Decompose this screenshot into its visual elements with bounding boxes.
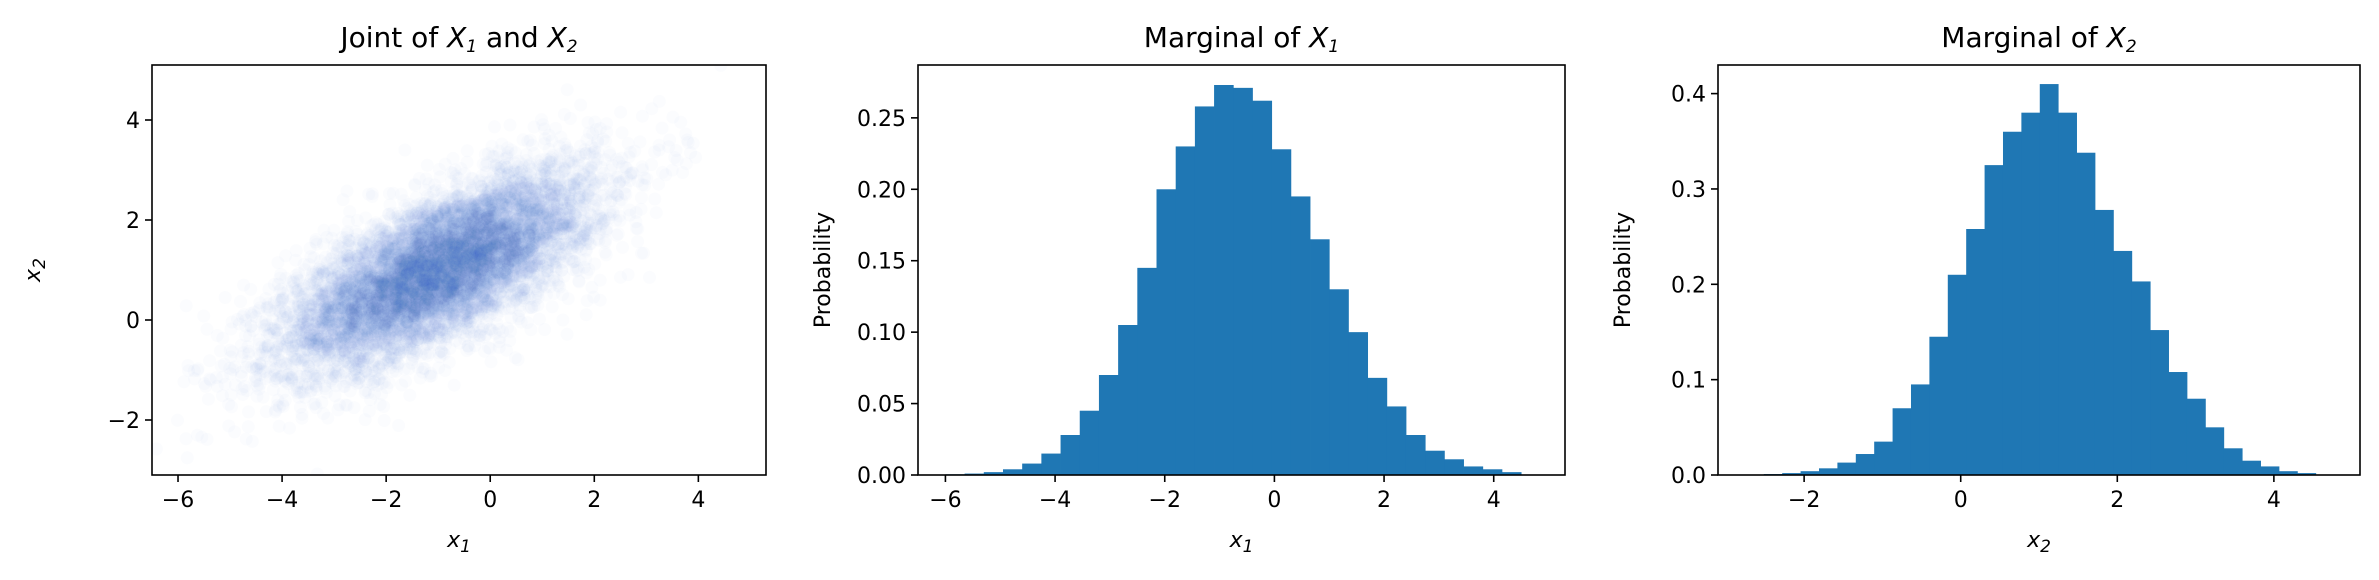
scatter-point <box>546 300 559 313</box>
scatter-point <box>556 314 569 327</box>
scatter-point <box>656 166 669 179</box>
scatter-point <box>420 172 433 185</box>
scatter-point <box>343 205 356 218</box>
scatter-point <box>461 156 474 169</box>
scatter-point <box>392 419 405 432</box>
scatter-point <box>290 244 303 257</box>
scatter-point <box>461 144 474 157</box>
scatter-point <box>202 393 215 406</box>
scatter-point <box>488 120 501 133</box>
scatter-point <box>117 388 130 401</box>
scatter-point <box>197 310 210 323</box>
scatter-point <box>246 435 259 448</box>
scatter-point <box>182 364 195 377</box>
scatter-point <box>203 354 216 367</box>
scatter-point <box>631 222 644 235</box>
scatter-point <box>242 420 255 433</box>
scatter-point <box>656 122 669 135</box>
scatter-point <box>421 159 434 172</box>
scatter-point <box>311 468 324 481</box>
scatter-point <box>533 313 546 326</box>
scatter-point <box>561 83 574 96</box>
scatter-point <box>574 99 587 112</box>
scatter-point <box>561 328 574 341</box>
scatter-point <box>225 400 238 413</box>
scatter-point <box>181 451 194 464</box>
scatter-point <box>635 191 648 204</box>
scatter-point <box>648 193 661 206</box>
scatter-point <box>234 295 247 308</box>
scatter-point <box>635 203 648 216</box>
scatter-point <box>403 389 416 402</box>
scatter-point <box>242 405 255 418</box>
plot-area <box>117 59 728 481</box>
scatter-point <box>296 408 309 421</box>
scatter-point <box>650 206 663 219</box>
scatter-point <box>171 414 184 427</box>
scatter-point <box>180 299 193 312</box>
scatter-point <box>228 425 241 438</box>
scatter-point <box>448 379 461 392</box>
